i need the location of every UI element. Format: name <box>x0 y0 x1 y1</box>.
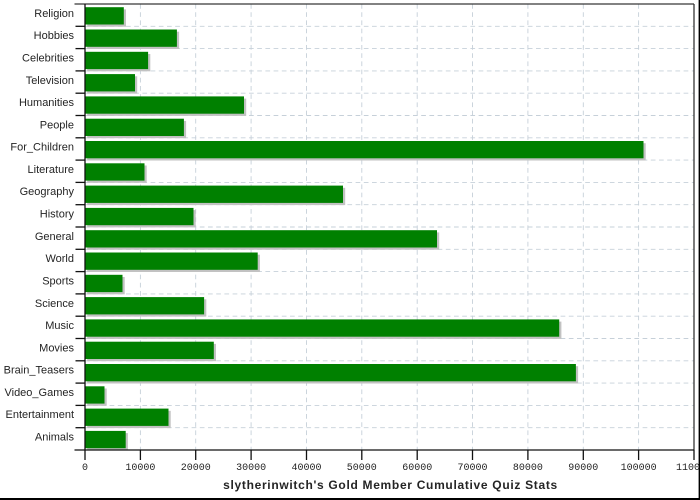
svg-text:General: General <box>35 231 74 243</box>
svg-text:Religion: Religion <box>34 8 74 20</box>
svg-text:100000: 100000 <box>621 463 657 474</box>
svg-text:Television: Television <box>26 75 74 87</box>
svg-text:10000: 10000 <box>125 463 155 474</box>
svg-text:Brain_Teasers: Brain_Teasers <box>4 365 75 377</box>
svg-text:Sports: Sports <box>42 275 74 287</box>
svg-text:People: People <box>40 119 74 131</box>
svg-text:History: History <box>40 209 75 221</box>
svg-text:20000: 20000 <box>181 463 211 474</box>
svg-text:Hobbies: Hobbies <box>34 30 75 42</box>
svg-text:0: 0 <box>82 463 88 474</box>
svg-text:Celebrities: Celebrities <box>22 53 74 65</box>
svg-text:80000: 80000 <box>513 463 543 474</box>
svg-text:Movies: Movies <box>39 342 74 354</box>
svg-text:Entertainment: Entertainment <box>6 409 74 421</box>
svg-text:110000: 110000 <box>676 463 700 474</box>
svg-text:Literature: Literature <box>28 164 74 176</box>
svg-text:70000: 70000 <box>457 463 487 474</box>
svg-text:Music: Music <box>45 320 74 332</box>
svg-text:Science: Science <box>35 298 74 310</box>
svg-text:Video_Games: Video_Games <box>4 387 74 399</box>
svg-text:30000: 30000 <box>236 463 266 474</box>
svg-text:60000: 60000 <box>402 463 432 474</box>
svg-text:Geography: Geography <box>20 186 75 198</box>
svg-text:World: World <box>45 253 74 265</box>
svg-text:Humanities: Humanities <box>19 97 75 109</box>
svg-text:Animals: Animals <box>35 432 75 444</box>
svg-text:For_Children: For_Children <box>10 142 74 154</box>
svg-text:90000: 90000 <box>568 463 598 474</box>
svg-text:50000: 50000 <box>347 463 377 474</box>
svg-text:slytherinwitch's Gold Member C: slytherinwitch's Gold Member Cumulative … <box>223 478 558 492</box>
svg-text:40000: 40000 <box>291 463 321 474</box>
